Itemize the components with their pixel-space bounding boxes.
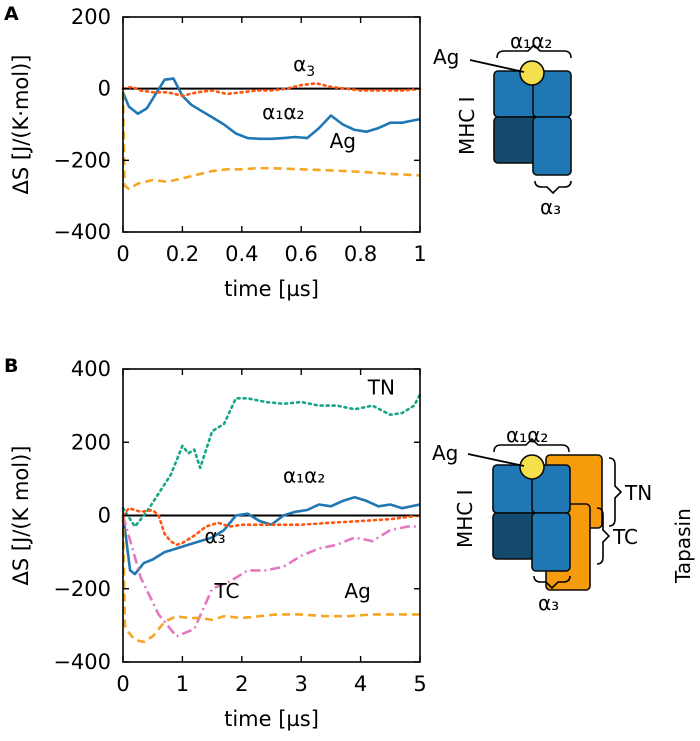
x-tick-label: 0 bbox=[116, 672, 129, 696]
chart-b: 0 1 2 3 4 5 −400 −200 0 200 400 time [µs] ΔS [J/(K m… bbox=[9, 357, 427, 731]
x-tick-label: 0.8 bbox=[344, 242, 377, 266]
antigen-peptide-b bbox=[519, 454, 545, 480]
alpha3-brace-b bbox=[533, 575, 571, 590]
series-label-a3: α3 bbox=[293, 52, 315, 80]
y-tick-label: −400 bbox=[53, 650, 111, 674]
x-tick-label: 1 bbox=[413, 242, 426, 266]
panel-b: B 0 1 2 3 4 5 −400 −200 0 200 400 time [µs] ΔS [J/(K… bbox=[4, 355, 695, 731]
alpha3-label-b: α₃ bbox=[538, 591, 559, 615]
panel-letter-a: A bbox=[4, 3, 19, 25]
tc-label: TC bbox=[612, 525, 638, 549]
alpha3-domain bbox=[532, 116, 572, 176]
b2m-domain bbox=[493, 116, 537, 164]
alpha1-alpha2-label: α₁α₂ bbox=[510, 29, 552, 53]
b2m-domain-b bbox=[492, 512, 536, 560]
alpha1-alpha2-brace-b bbox=[493, 437, 570, 453]
ag-label-b: Ag bbox=[432, 441, 458, 465]
series-line-tn bbox=[121, 393, 422, 528]
x-axis-label: time [µs] bbox=[224, 707, 319, 731]
series-line-a1a2 bbox=[121, 495, 421, 576]
y-axis-label: ΔS [J/(K mol)] bbox=[9, 446, 33, 586]
antigen-peptide bbox=[519, 60, 545, 86]
series-label-tn: TN bbox=[367, 376, 395, 400]
series-label-tc: TC bbox=[213, 579, 239, 603]
panel-letter-b: B bbox=[4, 355, 18, 377]
series-line-tc bbox=[121, 515, 420, 638]
tapasin-label: Tapasin bbox=[671, 508, 695, 584]
x-tick-label: 0.4 bbox=[225, 242, 258, 266]
ag-pointer-line-b bbox=[467, 453, 525, 467]
mhc-diagram-a: α₁α₂ Ag MHC I α₃ bbox=[433, 29, 572, 219]
alpha3-label: α₃ bbox=[540, 195, 561, 219]
tc-brace bbox=[596, 507, 611, 565]
x-tick-label: 0.6 bbox=[284, 242, 317, 266]
panel-a: A 0 0.2 0.4 0.6 0.8 1 −400 −200 0 200 time [µs] ΔS … bbox=[4, 3, 572, 301]
series-line-ag bbox=[121, 515, 420, 644]
tn-brace bbox=[608, 457, 623, 527]
alpha3-domain-b bbox=[531, 512, 571, 572]
x-tick-label: 4 bbox=[354, 672, 367, 696]
x-tick-label: 3 bbox=[295, 672, 308, 696]
series-label-ag: Ag bbox=[344, 579, 370, 603]
mhc-label-b: MHC I bbox=[453, 489, 477, 548]
y-axis-label: ΔS [J/(K·mol)] bbox=[9, 55, 33, 195]
series-label-a3: α₃ bbox=[204, 524, 225, 548]
y-tick-label: −400 bbox=[53, 220, 111, 244]
series-line-a3 bbox=[121, 82, 422, 98]
chart-a: 0 0.2 0.4 0.6 0.8 1 −400 −200 0 200 time [µs] ΔS [J… bbox=[9, 5, 427, 301]
series-label-ag: Ag bbox=[330, 129, 356, 153]
ag-label: Ag bbox=[433, 45, 459, 69]
x-tick-label: 5 bbox=[413, 672, 426, 696]
x-tick-label: 0.2 bbox=[166, 242, 199, 266]
series-label-a1a2: α₁α₂ bbox=[262, 100, 304, 124]
mhc-tapasin-diagram-b: α₁α₂ Ag MHC I TN TC Tapasin α₃ bbox=[432, 423, 695, 615]
x-tick-label: 1 bbox=[176, 672, 189, 696]
x-tick-label: 0 bbox=[116, 242, 129, 266]
ag-pointer-line bbox=[469, 59, 525, 73]
y-tick-label: −200 bbox=[53, 148, 111, 172]
series-line-a3 bbox=[121, 506, 422, 547]
alpha3-brace bbox=[534, 180, 572, 195]
y-tick-label: 0 bbox=[98, 77, 111, 101]
mhc-label: MHC I bbox=[455, 96, 479, 155]
x-axis-label: time [µs] bbox=[224, 277, 319, 301]
y-tick-label: 200 bbox=[71, 430, 111, 454]
y-tick-label: 0 bbox=[98, 504, 111, 528]
y-tick-label: −200 bbox=[53, 577, 111, 601]
series-label-a1a2: α₁α₂ bbox=[283, 464, 325, 488]
tn-label: TN bbox=[624, 481, 652, 505]
plot-frame bbox=[122, 16, 421, 233]
y-tick-label: 200 bbox=[71, 5, 111, 29]
series-line-ag bbox=[121, 92, 421, 191]
x-tick-label: 2 bbox=[235, 672, 248, 696]
y-tick-label: 400 bbox=[71, 357, 111, 381]
alpha1-alpha2-brace bbox=[496, 43, 572, 59]
series-line-a1a2 bbox=[121, 77, 421, 141]
